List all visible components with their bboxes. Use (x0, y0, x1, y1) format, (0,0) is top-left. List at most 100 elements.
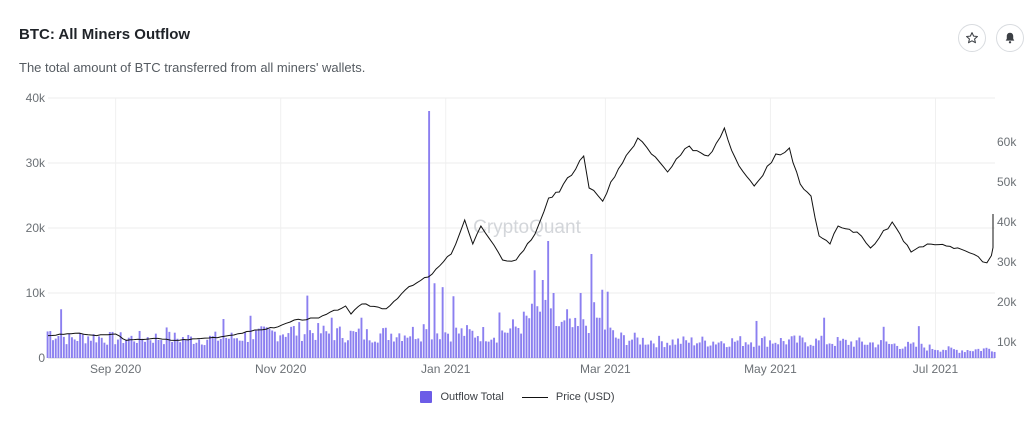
outflow-bar (409, 336, 412, 358)
outflow-bar (438, 339, 441, 358)
outflow-bar (330, 317, 333, 358)
outflow-bar (157, 339, 160, 358)
outflow-bar (549, 308, 552, 358)
outflow-bar (631, 339, 633, 358)
outflow-bar (352, 331, 355, 358)
outflow-bar (798, 335, 801, 358)
y-axis-left: 0 10k 20k 30k 40k (26, 91, 46, 365)
outflow-bar (468, 329, 471, 358)
outflow-bar (809, 344, 812, 358)
outflow-bar (785, 344, 788, 358)
outflow-bar (71, 337, 73, 358)
favorite-button[interactable] (958, 24, 986, 52)
outflow-bar (815, 338, 817, 358)
outflow-bar (525, 315, 528, 358)
outflow-bar (882, 326, 885, 358)
outflow-bar (915, 346, 918, 358)
outflow-bar (590, 254, 593, 358)
outflow-bar (839, 340, 842, 358)
outflow-bar (246, 341, 249, 358)
outflow-bar (230, 332, 233, 358)
outflow-bar (961, 350, 964, 358)
outflow-bar (444, 332, 447, 358)
outflow-bar (793, 335, 796, 358)
outflow-bar (368, 340, 371, 358)
outflow-bar (217, 340, 220, 358)
outflow-bar (953, 349, 955, 358)
outflow-bar (687, 342, 690, 358)
outflow-bar (974, 349, 977, 358)
outflow-bar (598, 317, 601, 358)
outflow-bar (227, 338, 230, 358)
outflow-bar (287, 333, 290, 358)
outflow-bar (463, 335, 466, 358)
alert-button[interactable] (996, 24, 1024, 52)
outflow-bar (547, 241, 550, 358)
outflow-bar (92, 334, 95, 358)
outflow-bar (704, 340, 707, 358)
outflow-bar (328, 333, 330, 358)
outflow-bar (257, 328, 260, 358)
outflow-bar (317, 323, 320, 358)
outflow-bar (736, 340, 739, 358)
outflow-bar (146, 337, 149, 358)
outflow-bar (966, 350, 969, 358)
outflow-bar (609, 327, 612, 358)
legend-price[interactable]: Price (USD) (521, 391, 615, 403)
legend-outflow[interactable]: Outflow Total (420, 391, 504, 403)
outflow-bar (309, 330, 312, 358)
outflow-bar (755, 320, 758, 358)
outflow-bar (117, 339, 119, 358)
outflow-bar (993, 351, 996, 358)
outflow-bar (452, 296, 455, 358)
outflow-bar (514, 326, 517, 358)
outflow-bar (804, 342, 807, 358)
outflow-bar (382, 328, 385, 358)
outflow-bar (149, 340, 152, 358)
outflow-bar (593, 302, 596, 358)
x-axis: Sep 2020 Nov 2020 Jan 2021 Mar 2021 May 2021… (90, 362, 959, 376)
outflow-bar (920, 343, 923, 358)
outflow-bar (847, 344, 850, 358)
outflow-bar (447, 333, 449, 358)
outflow-bar (701, 336, 704, 358)
watermark: CryptoQuant (473, 217, 581, 238)
legend-price-swatch (521, 396, 548, 398)
outflow-bar (885, 341, 888, 358)
outflow-bar (503, 332, 506, 358)
outflow-bar (241, 340, 244, 358)
x-tick-label: Jul 2021 (913, 362, 959, 376)
outflow-bar (604, 329, 606, 358)
outflow-bar (663, 347, 666, 358)
outflow-bar (712, 341, 715, 358)
outflow-bar (576, 326, 579, 358)
chart-subtitle: The total amount of BTC transferred from… (19, 60, 366, 75)
y-right-tick-label: 40k (997, 215, 1017, 229)
outflow-bar (698, 342, 701, 358)
outflow-bar (890, 344, 893, 358)
y-left-tick-label: 0 (38, 351, 45, 365)
outflow-bar (636, 337, 639, 358)
outflow-bar (928, 344, 931, 358)
outflow-bar (160, 340, 163, 358)
outflow-bar (98, 336, 100, 358)
outflow-bar (769, 340, 771, 358)
outflow-bar (801, 337, 804, 358)
outflow-bar (173, 332, 176, 358)
outflow-bar (292, 326, 295, 358)
outflow-bar (46, 331, 49, 358)
outflow-bar (566, 309, 569, 358)
outflow-bar (655, 347, 658, 358)
outflow-bar (360, 317, 363, 358)
outflow-bar (522, 311, 525, 358)
outflow-bar (679, 343, 682, 358)
outflow-bar (471, 330, 474, 358)
outflow-bar (192, 343, 195, 358)
outflow-bar (479, 341, 482, 358)
outflow-bar (647, 344, 650, 358)
outflow-bar (198, 339, 201, 358)
outflow-bar (103, 342, 106, 358)
outflow-bar (926, 350, 928, 358)
outflow-bar (81, 334, 84, 358)
outflow-bar (376, 342, 379, 358)
